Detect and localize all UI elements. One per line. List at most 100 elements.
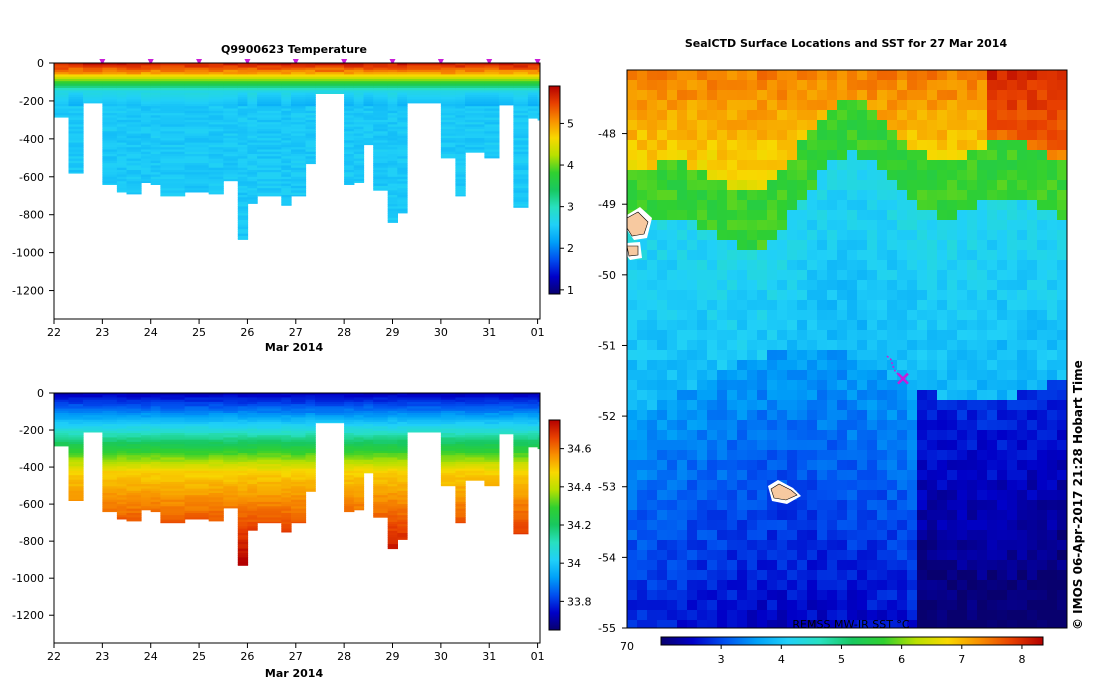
section-cell [498,83,514,87]
sst-cell [927,390,938,401]
sst-cell [1027,330,1038,341]
section-cell [126,508,142,512]
sst-cell [697,270,708,281]
section-cell [160,117,186,121]
section-cell [257,122,282,126]
sst-cell [727,410,738,421]
sst-cell [667,200,678,211]
section-cell [247,428,258,432]
section-cell [83,85,103,89]
section-cell [387,106,398,110]
section-cell [160,76,186,80]
section-cell [141,108,152,112]
section-cell [247,466,258,470]
section-cell [257,119,282,123]
sst-cell [787,160,798,171]
sst-cell [707,150,718,161]
sst-cell [797,70,808,81]
section-cell [291,508,307,512]
section-cell [353,97,365,100]
sst-cell [697,370,708,381]
section-cell [291,195,307,197]
section-cell [150,428,161,432]
section-cell [387,172,398,176]
section-cell [465,457,485,461]
section-cell [126,76,142,80]
section-cell [344,163,355,166]
sst-cell [857,260,868,271]
sst-cell [1017,400,1028,411]
section-cell [83,428,103,432]
section-cell [150,506,161,510]
sst-cell [1047,190,1058,201]
section-cell [223,126,239,130]
section-cell [281,506,292,510]
section-cell [68,464,84,467]
section-cell [102,421,118,425]
section-cell [397,490,408,494]
section-cell [527,115,539,119]
section-cell [102,115,118,119]
section-cell [397,510,408,514]
section-cell [455,406,466,410]
section-cell [344,106,355,110]
salinity-colorbar [548,419,561,631]
section-cell [407,395,442,398]
section-cell [160,399,186,403]
sst-cell [807,410,818,421]
sst-cell [767,280,778,291]
section-cell [465,81,485,85]
sst-cell [687,200,698,211]
section-cell [498,424,514,427]
sst-cell [1057,210,1067,221]
section-cell [150,510,161,513]
section-cell [126,517,142,521]
section-cell [373,90,389,94]
section-cell [247,439,258,443]
sst-cell [947,330,958,341]
sst-cell [797,260,808,271]
section-cell [344,144,355,148]
section-cell [160,156,186,160]
section-cell [237,172,249,176]
section-cell [291,457,307,461]
section-cell [455,410,466,414]
section-cell [54,397,70,401]
section-cell [465,479,485,481]
section-cell [68,468,84,472]
sst-cell [1007,400,1018,411]
sst-cell [897,160,908,171]
sst-cell [627,170,638,181]
sst-cell [1027,300,1038,311]
sst-cell [1047,420,1058,431]
sst-cell [827,360,838,371]
sst-cell [817,250,828,261]
section-cell [455,433,466,436]
sst-cell [757,300,768,311]
sst-cell [797,80,808,91]
sst-cell [717,290,728,301]
sst-cell [947,230,958,241]
section-cell [291,473,307,476]
section-cell [281,104,292,107]
section-cell [397,174,408,178]
section-cell [83,81,103,85]
section-cell [387,446,398,450]
sst-cell [807,160,818,171]
sst-cell [967,380,978,391]
section-cell [387,477,398,481]
sst-cell [977,270,988,281]
section-cell [397,119,408,123]
sst-cell [747,370,758,381]
section-cell [397,83,408,87]
section-cell [455,490,466,494]
sst-cell [887,390,898,401]
section-cell [83,401,103,405]
sst-cell [1027,130,1038,141]
x-tick-label: 26 [240,650,254,663]
sst-cell [857,130,868,141]
sst-cell [977,230,988,241]
sst-cell [1057,110,1067,121]
section-cell [344,508,355,512]
sst-cell [847,170,858,181]
